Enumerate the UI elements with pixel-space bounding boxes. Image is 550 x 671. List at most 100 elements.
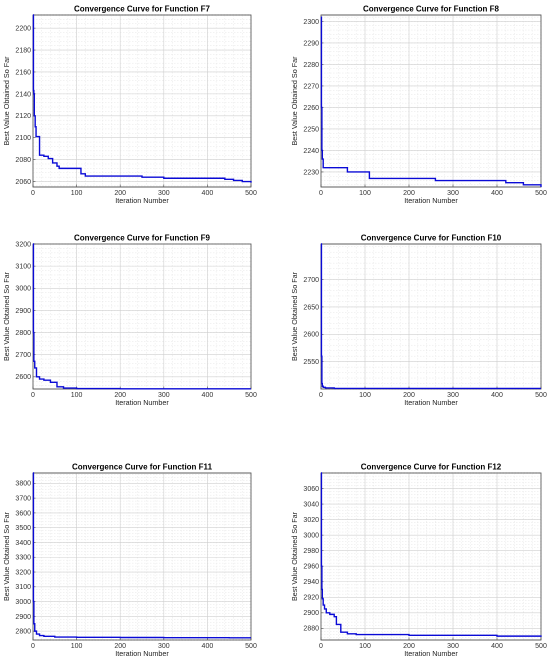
y-tick-label: 3500 (15, 525, 31, 532)
y-tick-label: 2140 (15, 91, 31, 98)
chart-panel-5: 0 100 200 300 400 500 2800 2900 3000 3100 3200 3300… (2, 463, 257, 659)
x-tick-label: 500 (245, 643, 257, 650)
x-tick-label: 100 (71, 392, 83, 399)
y-tick-label: 3060 (303, 486, 319, 493)
y-tick-label: 2700 (15, 352, 31, 359)
y-tick-label: 2920 (303, 595, 319, 602)
x-tick-label: 300 (158, 392, 170, 399)
x-tick-label: 0 (319, 392, 323, 399)
x-tick-label: 200 (114, 643, 126, 650)
y-tick-label: 2800 (15, 629, 31, 636)
chart-title: Convergence Curve for Function F7 (74, 5, 211, 14)
y-tick-label: 2960 (303, 564, 319, 571)
x-tick-label: 500 (245, 392, 257, 399)
x-tick-label: 400 (491, 643, 503, 650)
convergence-curve-series (320, 472, 542, 637)
y-tick-label: 2080 (15, 157, 31, 164)
x-tick-label: 300 (447, 643, 459, 650)
convergence-curve-series (32, 243, 251, 390)
y-tick-label: 2800 (15, 330, 31, 337)
x-tick-label: 500 (535, 190, 547, 197)
y-tick-label: 2940 (303, 579, 319, 586)
x-tick-label: 500 (535, 643, 547, 650)
x-tick-label: 0 (319, 643, 323, 650)
x-tick-label: 300 (447, 392, 459, 399)
plot-area (32, 243, 252, 390)
y-axis-label: Best Value Obtained So Far (290, 56, 299, 146)
x-axis-label: Iteration Number (404, 398, 458, 407)
y-tick-label: 2700 (303, 277, 319, 284)
y-tick-label: 3300 (15, 555, 31, 562)
y-axis-label: Best Value Obtained So Far (290, 511, 299, 601)
y-tick-label: 2650 (303, 304, 319, 311)
y-tick-label: 2300 (303, 19, 319, 26)
axes-box (32, 14, 252, 188)
chart-title: Convergence Curve for Function F12 (361, 463, 502, 472)
y-tick-label: 2880 (303, 626, 319, 633)
y-tick-label: 3200 (15, 241, 31, 248)
chart-panel-3: 0 100 200 300 400 500 2600 2700 2800 2900 3000 3100… (2, 234, 257, 408)
x-axis-label: Iteration Number (115, 649, 169, 658)
x-tick-label: 200 (114, 392, 126, 399)
y-tick-label: 2230 (303, 169, 319, 176)
y-tick-label: 2900 (303, 610, 319, 617)
x-tick-label: 100 (359, 392, 371, 399)
x-tick-label: 100 (71, 643, 83, 650)
y-tick-label: 2550 (303, 359, 319, 366)
y-tick-label: 3000 (303, 533, 319, 540)
x-tick-label: 200 (114, 190, 126, 197)
y-tick-label: 3700 (15, 496, 31, 503)
convergence-curve-series (32, 472, 251, 639)
x-tick-label: 400 (202, 190, 214, 197)
y-tick-label: 2900 (15, 614, 31, 621)
y-tick-label: 3400 (15, 540, 31, 547)
y-tick-label: 2100 (15, 135, 31, 142)
x-tick-label: 0 (31, 190, 35, 197)
convergence-curve-series (320, 243, 541, 390)
x-tick-label: 200 (403, 190, 415, 197)
x-tick-label: 0 (31, 392, 35, 399)
x-tick-label: 400 (491, 190, 503, 197)
chart-title: Convergence Curve for Function F9 (74, 234, 211, 243)
y-tick-label: 3000 (15, 599, 31, 606)
chart-panel-6: 0 100 200 300 400 500 2880 2900 2920 2940 2960 2980… (290, 463, 547, 659)
y-tick-label: 2290 (303, 40, 319, 47)
y-tick-label: 2260 (303, 105, 319, 112)
y-tick-label: 3100 (15, 584, 31, 591)
y-tick-label: 2280 (303, 62, 319, 69)
y-tick-label: 2240 (303, 148, 319, 155)
y-axis-label: Best Value Obtained So Far (290, 271, 299, 361)
x-tick-label: 0 (319, 190, 323, 197)
y-tick-label: 2980 (303, 548, 319, 555)
plot-area (32, 14, 252, 188)
x-tick-label: 500 (535, 392, 547, 399)
y-tick-label: 2180 (15, 47, 31, 54)
x-tick-label: 500 (245, 190, 257, 197)
chart-title: Convergence Curve for Function F8 (363, 5, 500, 14)
convergence-curve-series (320, 16, 542, 187)
x-tick-label: 200 (403, 643, 415, 650)
x-tick-label: 300 (158, 643, 170, 650)
x-axis-label: Iteration Number (115, 196, 169, 205)
y-tick-label: 2120 (15, 113, 31, 120)
chart-title: Convergence Curve for Function F11 (72, 463, 213, 472)
x-axis-label: Iteration Number (404, 196, 458, 205)
y-tick-label: 3800 (15, 481, 31, 488)
chart-title: Convergence Curve for Function F10 (361, 234, 502, 243)
y-tick-label: 2270 (303, 83, 319, 90)
plot-area (320, 14, 542, 188)
y-tick-label: 2060 (15, 179, 31, 186)
x-tick-label: 0 (31, 643, 35, 650)
y-tick-label: 2200 (15, 26, 31, 33)
x-axis-label: Iteration Number (115, 398, 169, 407)
y-tick-label: 3100 (15, 264, 31, 271)
y-tick-label: 3020 (303, 517, 319, 524)
y-tick-label: 3040 (303, 501, 319, 508)
x-tick-label: 400 (202, 392, 214, 399)
y-tick-label: 2900 (15, 308, 31, 315)
y-tick-label: 3600 (15, 510, 31, 517)
y-tick-label: 2600 (303, 332, 319, 339)
y-axis-label: Best Value Obtained So Far (2, 511, 11, 601)
